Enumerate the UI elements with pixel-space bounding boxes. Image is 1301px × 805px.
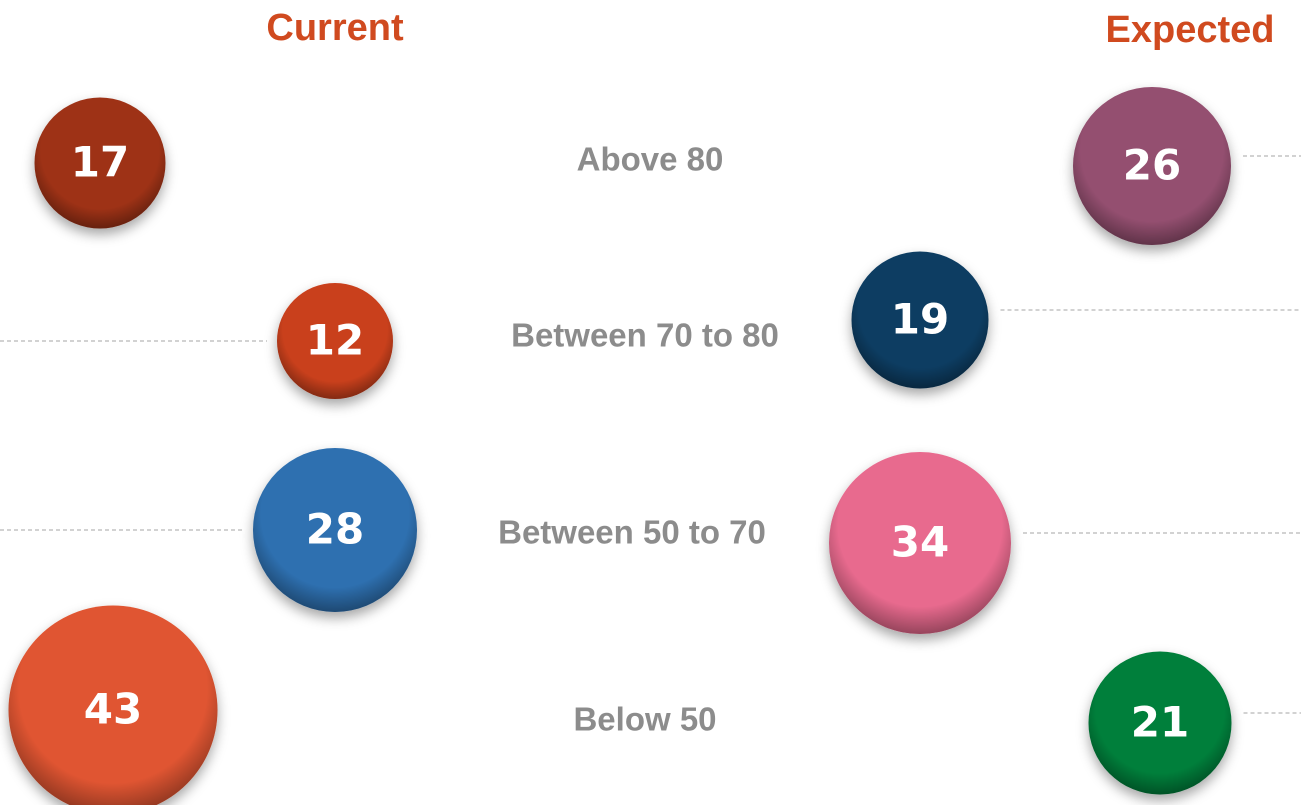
bubble-value: 21: [1131, 698, 1189, 747]
bubble-shade: [34, 97, 166, 229]
bubble-shade: [851, 251, 989, 389]
bubble-value: 26: [1123, 141, 1181, 190]
bubble-shade: [1088, 651, 1232, 795]
bubble-shade: [253, 448, 417, 612]
category-label: Above 80: [577, 141, 724, 178]
bubble-value: 19: [891, 295, 949, 344]
category-label: Between 50 to 70: [498, 514, 766, 551]
series-heading: Expected: [1106, 9, 1275, 51]
bubble-value: 43: [84, 685, 142, 734]
category-label: Below 50: [573, 701, 716, 738]
series-heading: Current: [266, 7, 404, 49]
bubble-value: 17: [71, 138, 129, 187]
bubble-shade: [8, 605, 218, 805]
bubble-shade: [829, 452, 1011, 634]
bubble-value: 12: [306, 316, 364, 365]
category-label: Between 70 to 80: [511, 317, 779, 354]
bubble-shade: [1073, 87, 1231, 245]
bubble-value: 34: [891, 518, 949, 567]
bubble-shade: [277, 283, 393, 399]
bubble-value: 28: [306, 505, 364, 554]
